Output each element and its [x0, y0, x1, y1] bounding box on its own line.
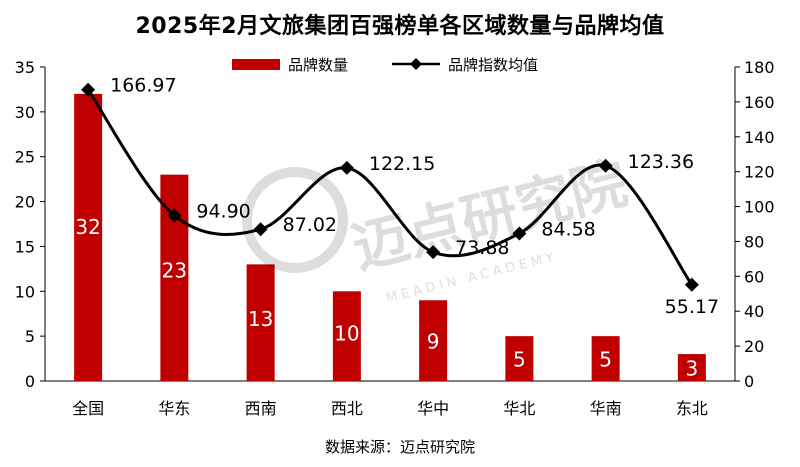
chart-axes: 05101520253035020406080100120140160180全国… [15, 58, 775, 418]
y-right-tick-label: 100 [744, 198, 775, 217]
legend-item-line: 品牌指数均值 [392, 54, 538, 75]
line-value-label: 73.88 [455, 237, 509, 259]
data-labels: 32 23 13 10 9 5 5 3 166.97 94.90 87.02 122.15 73.88 8… [75, 75, 719, 381]
line-value-label: 94.90 [196, 200, 250, 222]
y-right-tick-label: 180 [744, 58, 775, 77]
x-tick-label: 华北 [503, 399, 535, 418]
legend-line-label: 品牌指数均值 [448, 55, 539, 74]
bar [505, 336, 534, 381]
y-right-tick-label: 0 [744, 372, 754, 391]
y-left-tick-label: 20 [15, 193, 35, 212]
source-note: 数据来源：迈点研究院 [324, 438, 475, 456]
bar-value-label: 23 [162, 259, 187, 283]
x-tick-label: 东北 [676, 399, 708, 418]
x-tick-label: 华中 [417, 399, 449, 418]
bar-value-label: 10 [334, 322, 359, 346]
line-value-label: 123.36 [628, 151, 694, 173]
line-marker [253, 222, 268, 237]
line-value-label: 84.58 [541, 218, 595, 240]
y-right-tick-label: 60 [744, 267, 764, 286]
y-right-tick-label: 120 [744, 163, 775, 182]
legend-line-swatch [392, 58, 441, 70]
y-right-tick-label: 80 [744, 232, 764, 251]
line-marker [426, 245, 441, 260]
y-left-tick-label: 0 [25, 372, 35, 391]
bar [591, 336, 620, 381]
bar [677, 354, 706, 381]
y-left-tick-label: 15 [15, 237, 35, 256]
bar-series [74, 93, 706, 382]
y-right-tick-label: 20 [744, 337, 764, 356]
bar [332, 291, 361, 381]
x-tick-label: 华南 [590, 399, 622, 418]
y-left-tick-label: 25 [15, 148, 35, 167]
y-left-tick-label: 10 [15, 282, 35, 301]
y-right-tick-label: 160 [744, 93, 775, 112]
y-left-tick-label: 5 [25, 327, 35, 346]
y-right-tick-label: 40 [744, 302, 764, 321]
chart-legend: 品牌数量 品牌指数均值 [232, 52, 582, 76]
line-marker [512, 226, 527, 241]
line-value-label: 87.02 [283, 214, 337, 236]
bar-value-label: 3 [686, 357, 699, 381]
line-marker [167, 208, 182, 223]
x-tick-label: 全国 [72, 399, 104, 418]
bar [419, 300, 448, 381]
line-value-label: 122.15 [369, 153, 435, 175]
bar-value-label: 9 [427, 330, 440, 354]
line-value-label: 55.17 [665, 296, 719, 318]
line-marker [598, 158, 613, 173]
line-series [81, 82, 699, 292]
x-tick-label: 西北 [331, 399, 363, 418]
line-marker [339, 160, 354, 175]
bar-value-label: 32 [75, 215, 100, 239]
line-value-label: 166.97 [110, 75, 176, 97]
legend-bar-swatch [232, 58, 280, 70]
bar-value-label: 5 [513, 348, 526, 372]
y-right-tick-label: 140 [744, 128, 775, 147]
x-tick-label: 华东 [158, 399, 190, 418]
bar [74, 93, 103, 382]
y-left-tick-label: 30 [15, 103, 35, 122]
legend-bar-label: 品牌数量 [288, 55, 349, 74]
legend-item-bar: 品牌数量 [232, 54, 348, 75]
line-marker [81, 82, 96, 97]
y-left-tick-label: 35 [15, 58, 35, 77]
chart-title: 2025年2月文旅集团百强榜单各区域数量与品牌均值 [135, 14, 665, 39]
bar-value-label: 13 [248, 307, 273, 331]
bar-value-label: 5 [599, 348, 612, 372]
bar [246, 264, 275, 381]
line-marker [684, 277, 699, 292]
x-tick-label: 西南 [245, 399, 277, 418]
